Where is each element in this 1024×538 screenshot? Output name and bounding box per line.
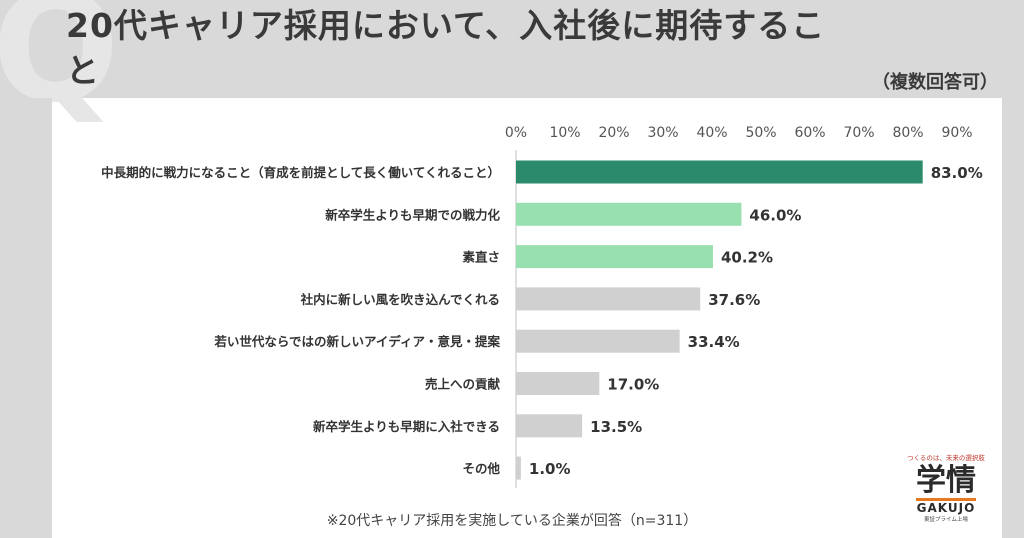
logo-underline [916, 498, 976, 501]
x-tick-label: 90% [941, 125, 972, 141]
bar [516, 372, 600, 395]
bar [516, 329, 680, 353]
x-tick-label: 10% [549, 125, 580, 141]
value-label: 37.6% [708, 291, 760, 309]
page-subtitle: （複数回答可） [872, 72, 998, 93]
x-tick-label: 30% [647, 125, 678, 141]
category-label: 中長期的に戦力になること（育成を前提として長く働いてくれること） [101, 165, 500, 180]
page-title: 20代キャリア採用において、入社後に期待すること [66, 6, 826, 90]
category-label: その他 [462, 461, 500, 476]
value-label: 46.0% [749, 206, 801, 224]
value-label: 83.0% [931, 164, 983, 182]
logo-english: GAKUJO [916, 501, 976, 515]
x-tick-label: 0% [505, 125, 527, 141]
bar [516, 160, 923, 184]
value-label: 33.4% [688, 333, 740, 351]
bar [516, 202, 742, 226]
x-tick-label: 50% [745, 125, 776, 141]
category-label: 新卒学生よりも早期での戦力化 [325, 207, 500, 222]
value-label: 40.2% [721, 249, 773, 267]
category-label: 素直さ [462, 250, 500, 265]
bars [516, 160, 923, 480]
category-label: 社内に新しい風を吹き込んでくれる [300, 292, 500, 307]
bar [516, 456, 521, 480]
footnote: ※20代キャリア採用を実施している企業が回答（n=311） [326, 513, 698, 529]
category-label: 新卒学生よりも早期に入社できる [313, 419, 500, 434]
x-tick-label: 20% [598, 125, 629, 141]
logo-main-text: 学情 [916, 463, 976, 498]
x-tick-label: 60% [794, 125, 825, 141]
logo-small-text: 東証プライム上場 [924, 517, 968, 523]
value-label: 13.5% [590, 418, 642, 436]
category-labels: 中長期的に戦力になること（育成を前提として長く働いてくれること） 新卒学生よりも早… [101, 165, 500, 476]
frame-right [1002, 98, 1024, 538]
category-label: 売上への貢献 [425, 377, 501, 392]
bar [516, 414, 583, 438]
frame-left [0, 98, 52, 538]
x-axis-ticks: 0% 10% 20% 30% 40% 50% 60% 70% 80% 90% [505, 125, 973, 141]
bar [516, 287, 701, 311]
category-label: 若い世代ならではの新しいアイディア・意見・提案 [213, 334, 500, 349]
x-tick-label: 80% [892, 125, 923, 141]
bar [516, 245, 713, 269]
value-label: 1.0% [529, 460, 571, 478]
value-labels: 83.0% 46.0% 40.2% 37.6% 33.4% 17.0% 13.5% 1.0% [529, 164, 983, 478]
logo-tagline: つくるのは、未来の選択肢 [907, 454, 985, 462]
header-band: Q 20代キャリア採用において、入社後に期待すること （複数回答可） [0, 0, 1024, 124]
x-tick-label: 40% [696, 125, 727, 141]
value-label: 17.0% [607, 376, 659, 394]
gakujo-logo: つくるのは、未来の選択肢 学情 GAKUJO 東証プライム上場 [893, 452, 999, 534]
x-tick-label: 70% [843, 125, 874, 141]
